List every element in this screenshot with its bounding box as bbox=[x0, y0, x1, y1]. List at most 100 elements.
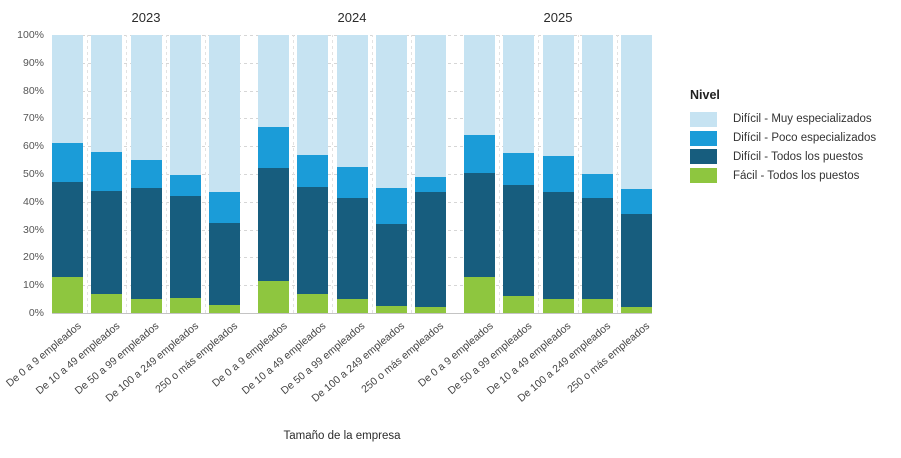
legend-item[interactable]: Fácil - Todos los puestos bbox=[690, 166, 895, 185]
vertical-gridline bbox=[499, 35, 501, 313]
bar-2023-De 50 a 99 empleados[interactable] bbox=[130, 35, 162, 313]
vertical-gridline bbox=[410, 35, 412, 313]
bar-segment-dificil_muy[interactable] bbox=[621, 35, 652, 190]
bar-segment-dificil_todos[interactable] bbox=[258, 168, 289, 282]
y-tick-label-80%: 80% bbox=[22, 84, 44, 97]
legend-item[interactable]: Difícil - Muy especializados bbox=[690, 110, 895, 129]
bar-segment-dificil_todos[interactable] bbox=[581, 197, 613, 300]
bar-2025-De 100 a 249 empleados[interactable] bbox=[581, 35, 613, 313]
bar-segment-dificil_todos[interactable] bbox=[542, 192, 574, 300]
bar-segment-dificil_poco[interactable] bbox=[91, 151, 123, 191]
bar-segment-facil_todos[interactable] bbox=[52, 276, 83, 313]
bar-segment-dificil_todos[interactable] bbox=[464, 172, 495, 277]
bar-2025-De 10 a 49 empleados[interactable] bbox=[542, 35, 574, 313]
y-tick-label-20%: 20% bbox=[22, 251, 44, 264]
legend-item[interactable]: Difícil - Poco especializados bbox=[690, 129, 895, 148]
bar-segment-dificil_todos[interactable] bbox=[169, 196, 201, 298]
bar-segment-dificil_todos[interactable] bbox=[91, 190, 123, 294]
bar-segment-dificil_todos[interactable] bbox=[336, 197, 368, 300]
legend-item[interactable]: Difícil - Todos los puestos bbox=[690, 148, 895, 167]
bar-segment-dificil_muy[interactable] bbox=[169, 35, 201, 176]
bar-segment-dificil_muy[interactable] bbox=[375, 35, 407, 188]
legend-label: Fácil - Todos los puestos bbox=[733, 169, 860, 182]
legend-label: Difícil - Muy especializados bbox=[733, 113, 872, 126]
bar-2024-De 50 a 99 empleados[interactable] bbox=[336, 35, 368, 313]
bar-segment-dificil_muy[interactable] bbox=[503, 35, 535, 154]
bar-segment-facil_todos[interactable] bbox=[209, 304, 240, 313]
bar-2023-250 o más empleados[interactable] bbox=[209, 35, 240, 313]
bar-2024-De 100 a 249 empleados[interactable] bbox=[375, 35, 407, 313]
bar-segment-facil_todos[interactable] bbox=[581, 299, 613, 313]
bar-segment-dificil_muy[interactable] bbox=[130, 35, 162, 161]
y-tick-label-60%: 60% bbox=[22, 140, 44, 153]
bar-segment-facil_todos[interactable] bbox=[621, 307, 652, 313]
bar-segment-facil_todos[interactable] bbox=[130, 299, 162, 313]
y-tick-label-0%: 0% bbox=[28, 307, 44, 319]
bar-segment-dificil_muy[interactable] bbox=[542, 35, 574, 156]
bar-2023-De 0 a 9 empleados[interactable] bbox=[52, 35, 83, 313]
bar-segment-dificil_poco[interactable] bbox=[375, 187, 407, 225]
bar-2024-De 0 a 9 empleados[interactable] bbox=[258, 35, 289, 313]
bar-segment-dificil_poco[interactable] bbox=[503, 153, 535, 186]
vertical-gridline bbox=[293, 35, 295, 313]
bar-segment-dificil_poco[interactable] bbox=[415, 176, 446, 193]
bar-2023-De 10 a 49 empleados[interactable] bbox=[91, 35, 123, 313]
panel-2025 bbox=[464, 35, 652, 313]
bar-segment-dificil_poco[interactable] bbox=[464, 135, 495, 173]
bar-segment-dificil_todos[interactable] bbox=[503, 185, 535, 297]
bar-segment-dificil_poco[interactable] bbox=[258, 126, 289, 169]
bar-segment-dificil_todos[interactable] bbox=[621, 214, 652, 308]
bar-segment-dificil_muy[interactable] bbox=[415, 35, 446, 177]
bar-segment-dificil_poco[interactable] bbox=[52, 143, 83, 183]
y-tick-label-70%: 70% bbox=[22, 112, 44, 125]
bar-segment-dificil_muy[interactable] bbox=[297, 35, 329, 155]
bar-segment-dificil_muy[interactable] bbox=[336, 35, 368, 168]
bar-segment-facil_todos[interactable] bbox=[258, 281, 289, 313]
bar-segment-dificil_poco[interactable] bbox=[336, 167, 368, 198]
bar-segment-dificil_muy[interactable] bbox=[52, 35, 83, 144]
y-tick-label-90%: 90% bbox=[22, 56, 44, 69]
legend-items: Difícil - Muy especializados Difícil - Po… bbox=[690, 110, 895, 185]
bar-segment-dificil_todos[interactable] bbox=[415, 192, 446, 308]
panel-2024 bbox=[258, 35, 446, 313]
bar-segment-facil_todos[interactable] bbox=[503, 296, 535, 313]
vertical-gridline bbox=[126, 35, 128, 313]
bar-segment-dificil_poco[interactable] bbox=[297, 154, 329, 187]
bar-2024-De 10 a 49 empleados[interactable] bbox=[297, 35, 329, 313]
bar-segment-dificil_poco[interactable] bbox=[581, 174, 613, 198]
y-tick-label-50%: 50% bbox=[22, 168, 44, 180]
bar-segment-dificil_todos[interactable] bbox=[375, 224, 407, 307]
bar-2025-250 o más empleados[interactable] bbox=[621, 35, 652, 313]
bar-segment-facil_todos[interactable] bbox=[297, 293, 329, 313]
bar-segment-dificil_muy[interactable] bbox=[258, 35, 289, 127]
bar-segment-dificil_poco[interactable] bbox=[169, 175, 201, 197]
bar-segment-dificil_poco[interactable] bbox=[621, 189, 652, 215]
bar-segment-dificil_muy[interactable] bbox=[581, 35, 613, 174]
panel-2023 bbox=[52, 35, 240, 313]
bar-2025-De 0 a 9 empleados[interactable] bbox=[464, 35, 495, 313]
bar-segment-dificil_muy[interactable] bbox=[91, 35, 123, 152]
legend-swatch bbox=[690, 111, 717, 127]
bar-2024-250 o más empleados[interactable] bbox=[415, 35, 446, 313]
bar-segment-dificil_poco[interactable] bbox=[542, 155, 574, 193]
bar-segment-facil_todos[interactable] bbox=[464, 276, 495, 313]
bar-segment-dificil_muy[interactable] bbox=[209, 35, 240, 193]
bar-segment-dificil_todos[interactable] bbox=[52, 182, 83, 277]
bar-2023-De 100 a 249 empleados[interactable] bbox=[169, 35, 201, 313]
bar-segment-dificil_muy[interactable] bbox=[464, 35, 495, 136]
bar-segment-dificil_poco[interactable] bbox=[209, 192, 240, 223]
vertical-gridline bbox=[165, 35, 167, 313]
bar-segment-facil_todos[interactable] bbox=[91, 293, 123, 313]
bar-segment-facil_todos[interactable] bbox=[415, 307, 446, 313]
legend-swatch bbox=[690, 130, 717, 146]
bar-segment-dificil_todos[interactable] bbox=[297, 186, 329, 294]
bar-2025-De 50 a 99 empleados[interactable] bbox=[503, 35, 535, 313]
bar-segment-dificil_todos[interactable] bbox=[209, 222, 240, 305]
bar-segment-dificil_poco[interactable] bbox=[130, 160, 162, 188]
bar-segment-facil_todos[interactable] bbox=[336, 299, 368, 313]
bar-segment-facil_todos[interactable] bbox=[375, 306, 407, 313]
bar-segment-dificil_todos[interactable] bbox=[130, 187, 162, 300]
bar-segment-facil_todos[interactable] bbox=[542, 299, 574, 313]
bar-segment-facil_todos[interactable] bbox=[169, 297, 201, 313]
